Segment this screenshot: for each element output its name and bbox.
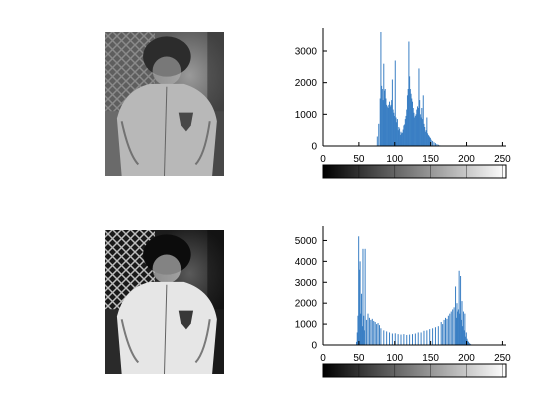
x-tick-label: 100 bbox=[386, 353, 403, 364]
equalized-photo bbox=[105, 230, 224, 375]
photo-coat bbox=[116, 83, 217, 176]
colorbar bbox=[322, 164, 507, 179]
x-tick-label: 0 bbox=[320, 154, 326, 165]
photo-face bbox=[152, 254, 182, 284]
x-tick-label: 150 bbox=[422, 353, 439, 364]
y-tick-label: 3000 bbox=[295, 278, 318, 289]
y-tick-label: 2000 bbox=[295, 78, 318, 89]
y-tick-label: 2000 bbox=[295, 299, 318, 310]
photo-zipper bbox=[164, 86, 168, 177]
y-tick-label: 3000 bbox=[295, 47, 318, 58]
photo-face bbox=[152, 56, 182, 86]
photo-right-arm bbox=[194, 121, 211, 166]
colorbar bbox=[322, 363, 507, 378]
photo-zipper bbox=[164, 284, 168, 375]
original-photo bbox=[105, 32, 224, 177]
histogram-original: 0 1000 2000 3000 0 50 100 150 200 250 bbox=[295, 28, 511, 179]
histogram-equalized: 0 1000 2000 3000 4000 5000 0 50 100 150 200 250 bbox=[295, 226, 511, 378]
y-tick-label: 1000 bbox=[295, 320, 318, 331]
x-tick-label: 250 bbox=[494, 154, 511, 165]
photo-coat bbox=[116, 281, 217, 374]
x-tick-label: 50 bbox=[353, 353, 365, 364]
x-tick-label: 200 bbox=[458, 154, 475, 165]
x-tick-label: 200 bbox=[458, 353, 475, 364]
y-tick-label: 0 bbox=[311, 142, 317, 153]
x-tick-label: 50 bbox=[353, 154, 365, 165]
photo-right-arm bbox=[194, 319, 211, 364]
y-tick-label: 4000 bbox=[295, 257, 318, 268]
y-tick-label: 1000 bbox=[295, 110, 318, 121]
x-tick-label: 250 bbox=[494, 353, 511, 364]
x-tick-label: 0 bbox=[320, 353, 326, 364]
photo-emblem bbox=[178, 310, 194, 330]
y-tick-label: 0 bbox=[311, 341, 317, 352]
y-tick-label: 5000 bbox=[295, 236, 318, 247]
photo-left-arm bbox=[120, 121, 140, 166]
photo-left-arm bbox=[120, 319, 140, 364]
x-tick-label: 100 bbox=[386, 154, 403, 165]
photo-emblem bbox=[178, 112, 194, 132]
x-tick-label: 150 bbox=[422, 154, 439, 165]
